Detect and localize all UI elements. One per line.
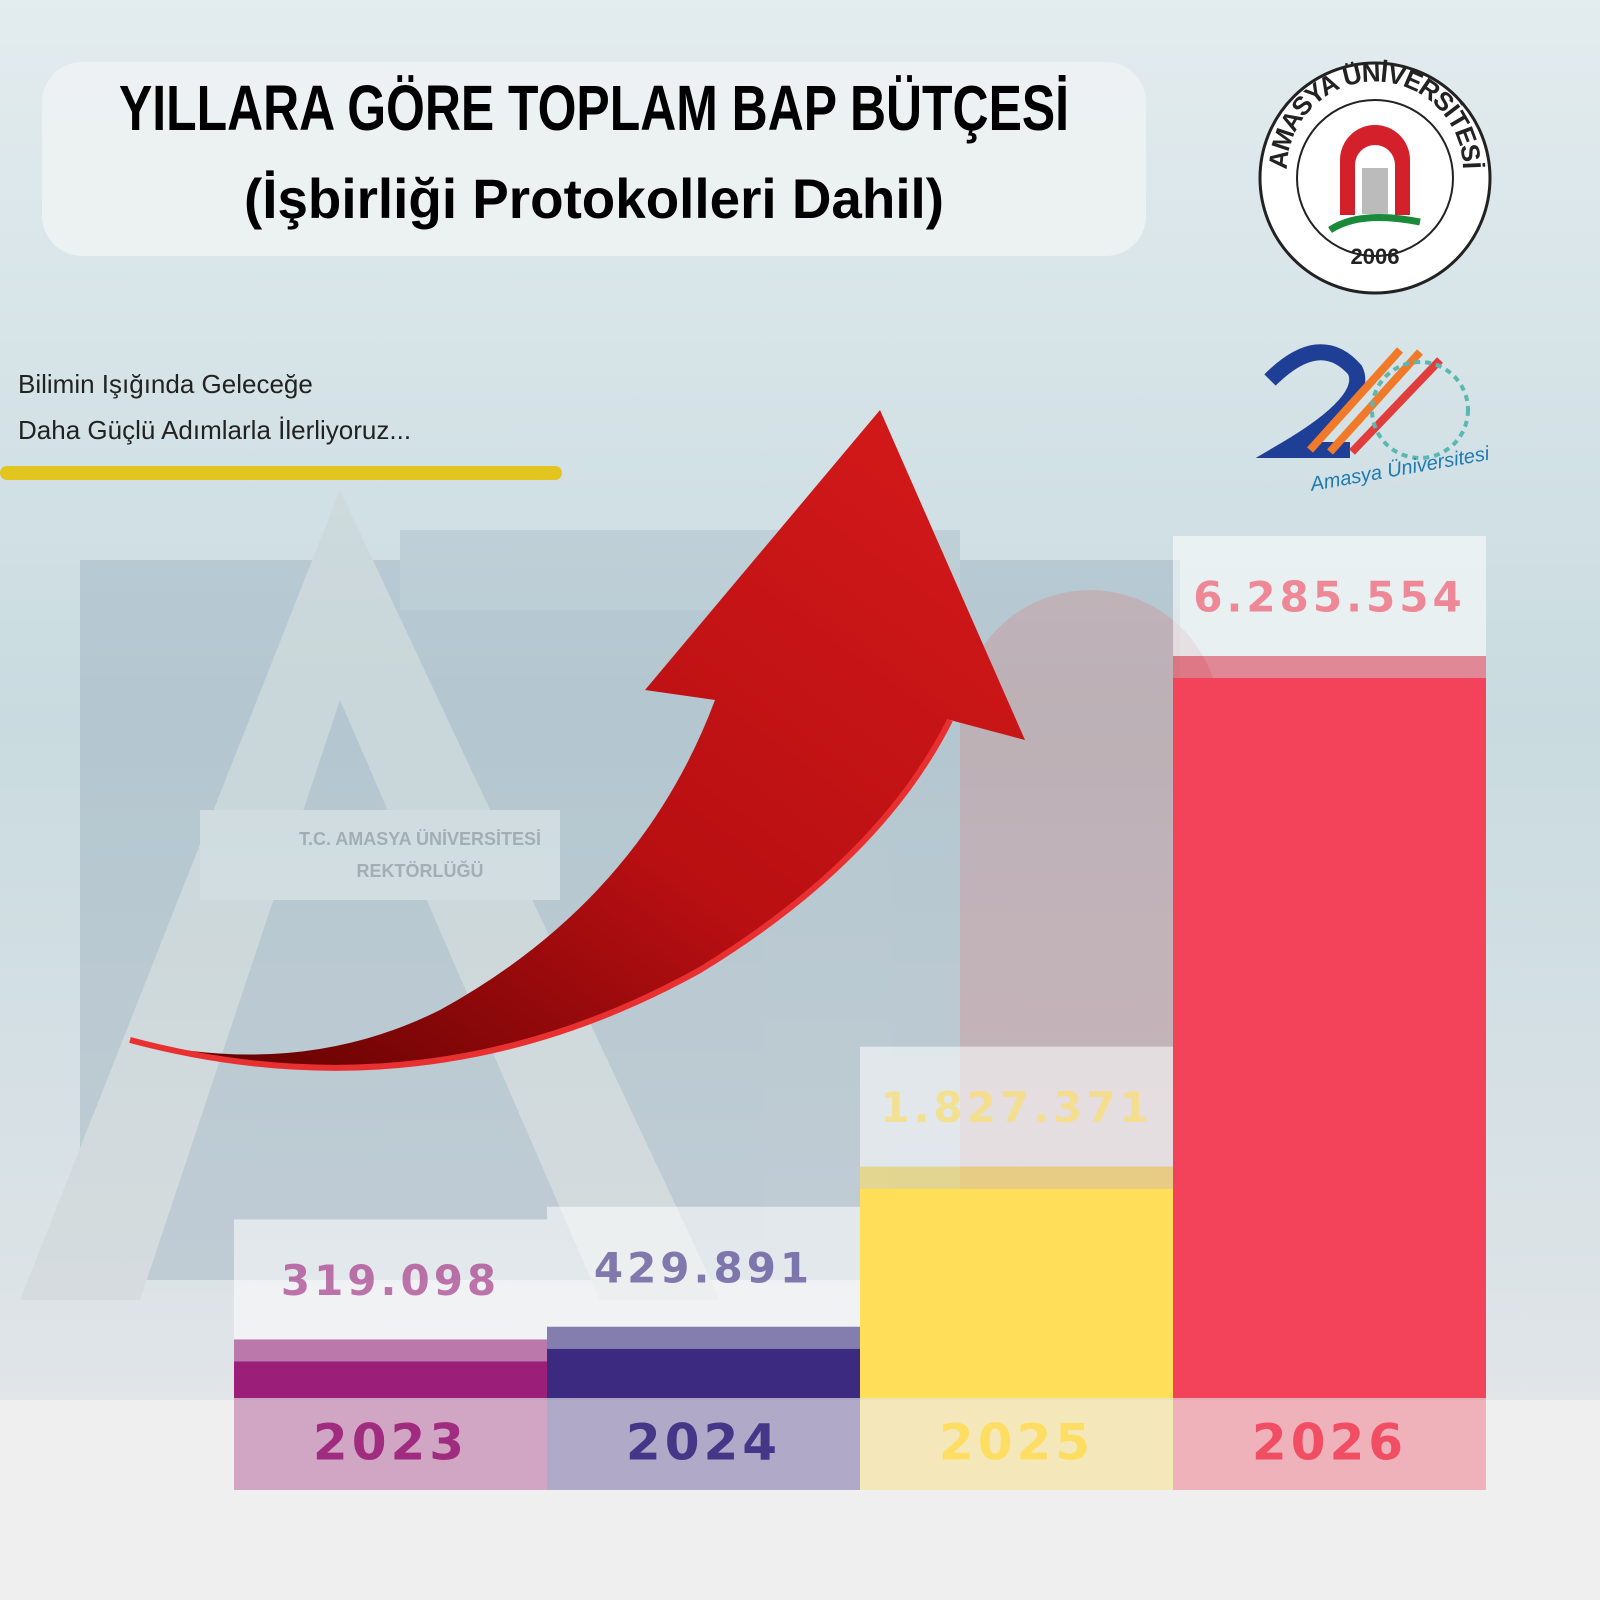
value-label: 1.827.371: [880, 1083, 1152, 1132]
gold-underline: [0, 466, 562, 480]
bars: 319.098 2023 429.891 2024 1.827.371 2025 6.285…: [234, 536, 1486, 1490]
bar-cap: [1173, 656, 1486, 678]
bar: [547, 1348, 860, 1398]
bar-cap: [234, 1339, 547, 1362]
label-box: [547, 1206, 860, 1327]
value-label: 429.891: [594, 1243, 813, 1292]
bar-cap: [860, 1166, 1173, 1189]
category-band: [547, 1398, 860, 1490]
bar: [234, 1361, 547, 1398]
trend-arrow: [129, 410, 1025, 1071]
category-band: [1173, 1398, 1486, 1490]
chart-title: YILLARA GÖRE TOPLAM BAP BÜTÇESİ: [119, 72, 1069, 144]
tagline: Bilimin Işığında Geleceğe: [18, 369, 313, 399]
floor: [0, 1400, 1600, 1600]
category-band: [860, 1398, 1173, 1490]
seal-year: 2006: [1351, 244, 1400, 269]
category-band: [234, 1398, 547, 1490]
bar: [860, 1188, 1173, 1398]
chart-subtitle: (İşbirliği Protokolleri Dahil): [244, 167, 944, 230]
bar-cap: [547, 1326, 860, 1349]
value-label: 319.098: [281, 1256, 500, 1305]
sign-text: REKTÖRLÜĞÜ: [357, 860, 484, 881]
sign-text: T.C. AMASYA ÜNİVERSİTESİ: [299, 829, 541, 849]
x-tick-label: 2023: [313, 1414, 468, 1472]
tagline: Daha Güçlü Adımlarla İlerliyoruz...: [18, 415, 411, 445]
title-panel: [42, 62, 1146, 256]
label-box: [1173, 536, 1486, 656]
label-box: [234, 1219, 547, 1340]
x-tick-label: 2026: [1252, 1414, 1407, 1472]
x-tick-label: 2025: [939, 1414, 1094, 1472]
university-seal: AMASYA ÜNİVERSİTESİ 2006: [1258, 57, 1492, 295]
x-tick-label: 2024: [626, 1414, 781, 1472]
value-label: 6.285.554: [1193, 573, 1465, 622]
label-box: [860, 1046, 1173, 1167]
bar: [1173, 678, 1486, 1398]
